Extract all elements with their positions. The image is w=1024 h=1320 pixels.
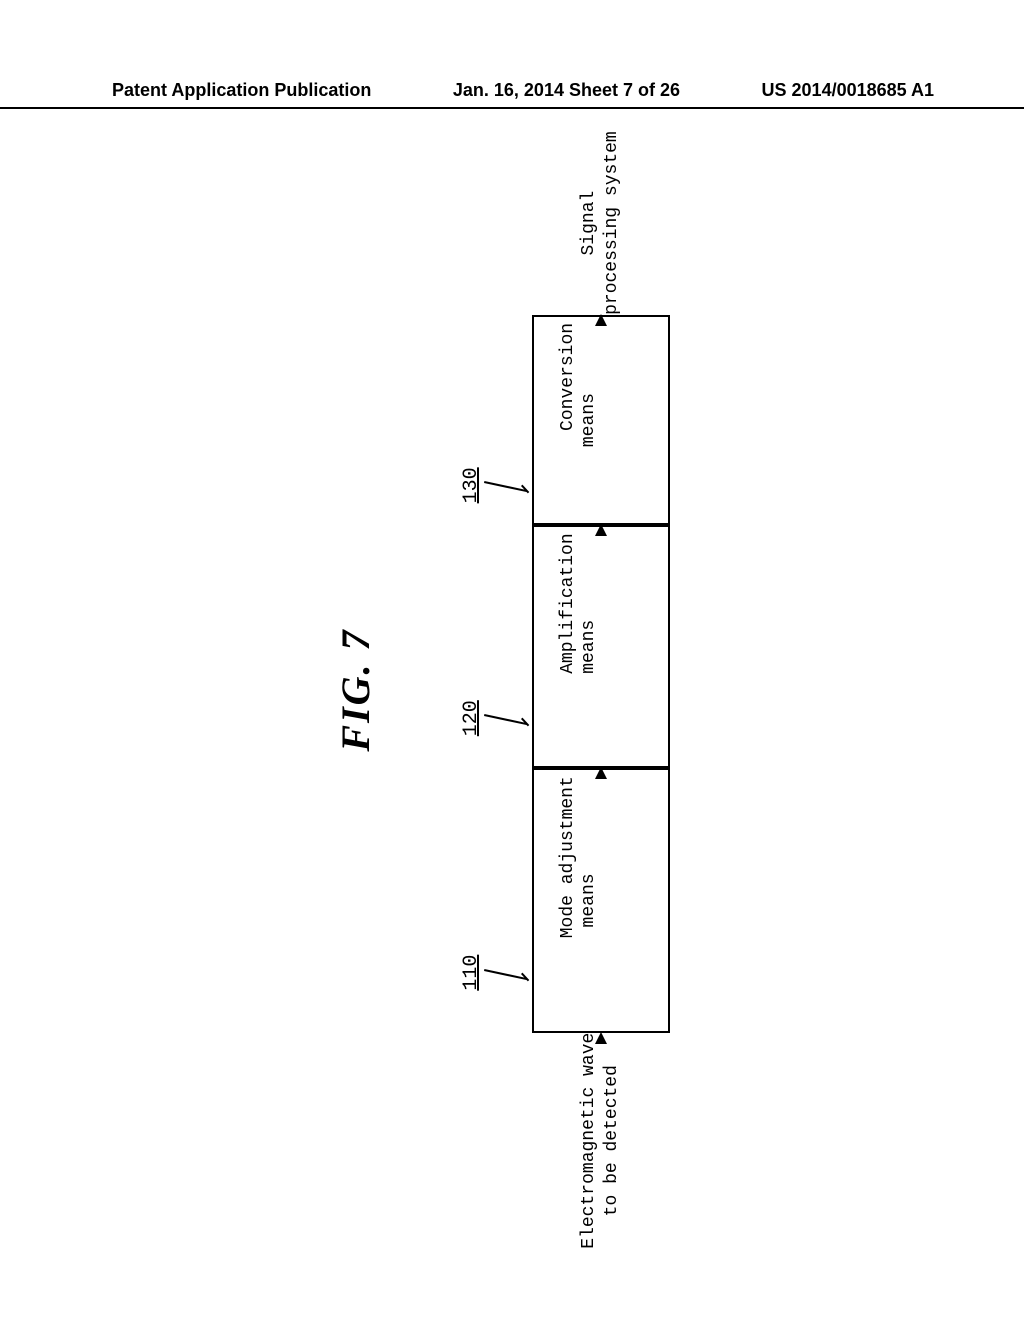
figure-title: FIG. 7: [332, 240, 379, 1140]
leader-120: [484, 714, 527, 725]
leader-130: [484, 481, 527, 492]
block-130-text: Conversion means: [558, 323, 600, 447]
ref-110: 110: [460, 955, 484, 991]
block-120: Amplification means 120: [532, 525, 670, 768]
input-label: Electromagnetic wave to be detected: [578, 1033, 623, 1249]
block-110: Mode adjustment means 110: [532, 768, 670, 1032]
leader-110: [484, 969, 527, 980]
header-left: Patent Application Publication: [112, 80, 371, 101]
figure-area: FIG. 7 Electromagnetic wave to be detect…: [0, 150, 1024, 1150]
block-120-text: Amplification means: [558, 533, 600, 673]
header-right: US 2014/0018685 A1: [762, 80, 934, 101]
block-130: Conversion means 130: [532, 315, 670, 525]
figure-rotated-group: FIG. 7 Electromagnetic wave to be detect…: [332, 240, 692, 1140]
flow-row: Electromagnetic wave to be detected Mode…: [532, 240, 670, 1140]
header-center: Jan. 16, 2014 Sheet 7 of 26: [453, 80, 680, 101]
ref-120: 120: [460, 700, 484, 736]
output-label: Signal processing system: [578, 131, 623, 315]
page-header: Patent Application Publication Jan. 16, …: [0, 80, 1024, 109]
ref-130: 130: [460, 467, 484, 503]
block-110-text: Mode adjustment means: [558, 776, 600, 938]
